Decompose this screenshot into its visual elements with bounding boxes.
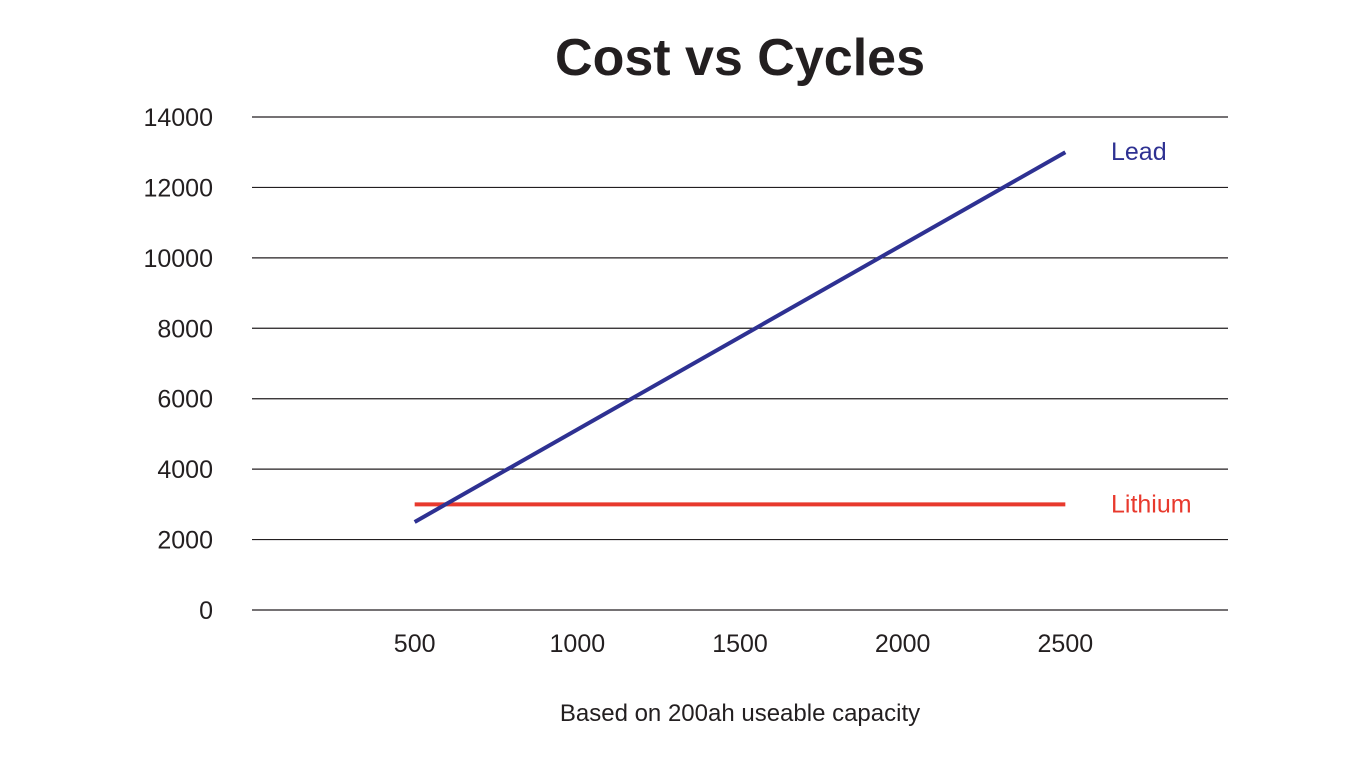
x-axis-label: Based on 200ah useable capacity	[560, 700, 920, 727]
x-axis-ticks: 500 1000 1500 2000 2500	[394, 630, 1093, 658]
grid-lines	[252, 116, 1228, 611]
y-tick-label: 6000	[157, 386, 213, 414]
series-label-lead: Lead	[1111, 138, 1167, 166]
y-axis-ticks: 0 2000 4000 6000 8000 10000 12000 14000	[143, 104, 213, 625]
series-labels: Lead Lithium	[1111, 138, 1192, 518]
y-tick-label: 2000	[157, 527, 213, 555]
y-tick-label: 14000	[143, 104, 213, 132]
y-tick-label: 12000	[143, 174, 213, 202]
series-line-lead	[413, 150, 1067, 524]
x-tick-label: 1500	[712, 630, 768, 658]
y-tick-label: 4000	[157, 456, 213, 484]
x-tick-label: 2000	[875, 630, 931, 658]
x-tick-label: 1000	[550, 630, 606, 658]
y-tick-label: 10000	[143, 245, 213, 273]
chart-title: Cost vs Cycles	[555, 29, 925, 87]
x-tick-label: 500	[394, 630, 436, 658]
x-tick-label: 2500	[1038, 630, 1094, 658]
y-tick-label: 0	[199, 597, 213, 625]
series-lines	[413, 150, 1067, 524]
y-tick-label: 8000	[157, 315, 213, 343]
series-label-lithium: Lithium	[1111, 490, 1192, 518]
